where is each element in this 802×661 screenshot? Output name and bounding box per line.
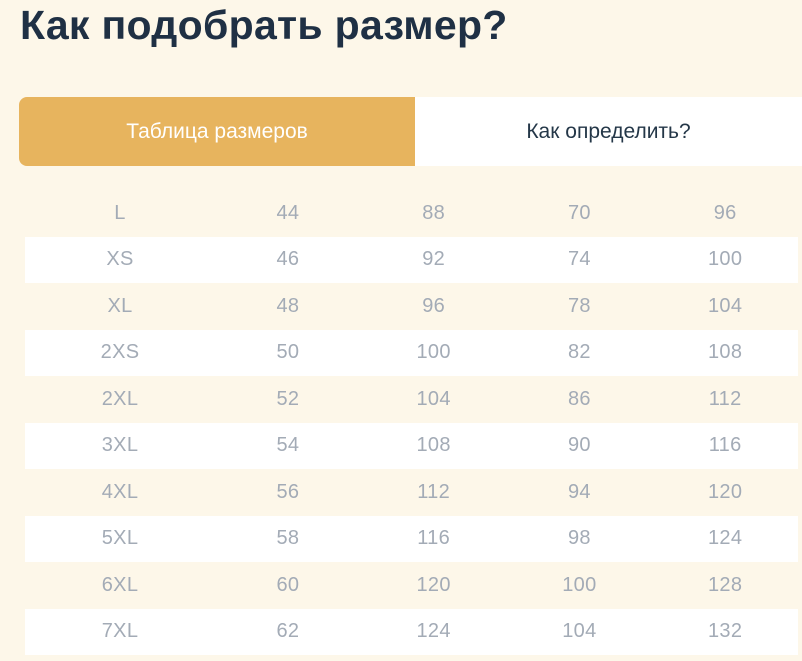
size-value: 52 [276, 387, 300, 410]
size-value: 100 [562, 573, 597, 596]
size-table-row: 6XL 60 120 100 128 [25, 562, 798, 609]
size-value: 70 [567, 201, 591, 224]
size-value: 88 [422, 201, 446, 224]
size-value: 120 [416, 573, 451, 596]
size-value: 96 [713, 201, 737, 224]
size-value: 82 [567, 341, 591, 364]
size-value: 74 [567, 248, 591, 271]
size-value: 86 [567, 387, 591, 410]
size-value: 104 [707, 294, 743, 317]
size-table-row: XS 46 92 74 100 [25, 236, 798, 283]
size-table-row: 4XL 56 112 94 120 [25, 469, 798, 516]
size-value: 132 [707, 620, 743, 643]
size-value: 112 [708, 387, 742, 410]
size-value: 60 [276, 573, 300, 596]
tab-bar: Таблица размеров Как определить? [19, 97, 802, 166]
size-value: 44 [276, 201, 300, 224]
size-value: 108 [416, 434, 451, 457]
size-value: 50 [276, 341, 300, 364]
tab-how-to-measure[interactable]: Как определить? [415, 97, 802, 166]
size-value: 104 [562, 620, 597, 643]
size-table-row: L 44 88 70 96 [25, 190, 798, 237]
size-table-row: 2XS 50 100 82 108 [25, 329, 798, 376]
size-value: 46 [276, 248, 300, 271]
size-label: 7XL [101, 620, 139, 643]
size-value: 100 [416, 341, 451, 364]
size-value: 112 [417, 480, 451, 503]
size-value: 124 [707, 527, 743, 550]
size-value: 96 [422, 294, 446, 317]
size-value: 62 [276, 620, 300, 643]
size-value: 124 [416, 620, 451, 643]
tab-size-table[interactable]: Таблица размеров [19, 97, 415, 166]
size-table-row: 5XL 58 116 98 124 [25, 515, 798, 562]
size-value: 128 [707, 573, 743, 596]
size-value: 94 [567, 480, 591, 503]
size-value: 98 [567, 527, 591, 550]
size-label: 6XL [101, 573, 139, 596]
size-label: 4XL [101, 480, 139, 503]
size-label: XS [106, 248, 134, 271]
size-value: 104 [416, 387, 451, 410]
size-value: 92 [422, 248, 446, 271]
size-table-row: XL 48 96 78 104 [25, 283, 798, 330]
size-label: 3XL [101, 434, 139, 457]
size-label: 5XL [101, 527, 139, 550]
size-table-row: 3XL 54 108 90 116 [25, 422, 798, 469]
size-label: L [114, 201, 126, 224]
size-value: 90 [567, 434, 591, 457]
size-value: 100 [707, 248, 743, 271]
size-table-row: 7XL 62 124 104 132 [25, 608, 798, 655]
size-value: 108 [707, 341, 743, 364]
size-value: 120 [707, 480, 743, 503]
size-value: 116 [708, 434, 742, 457]
size-value: 48 [276, 294, 300, 317]
size-value: 116 [417, 527, 451, 550]
size-label: 2XL [101, 387, 139, 410]
size-table: L 44 88 70 96 XS 46 92 74 100 XL 48 96 7… [25, 190, 798, 655]
size-value: 54 [276, 434, 300, 457]
page-title: Как подобрать размер? [20, 2, 508, 48]
size-value: 58 [276, 527, 300, 550]
size-table-row: 2XL 52 104 86 112 [25, 376, 798, 423]
size-value: 56 [276, 480, 300, 503]
size-label: 2XS [100, 341, 140, 364]
size-value: 78 [567, 294, 591, 317]
size-label: XL [107, 294, 133, 317]
